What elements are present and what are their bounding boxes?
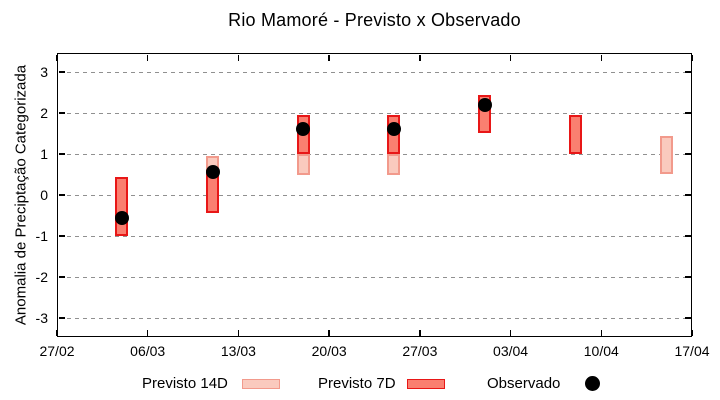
grid-line [59,317,690,319]
x-axis-tick-bottom [237,329,240,336]
y-axis-tick-right [684,317,691,319]
x-axis-tick-top [328,54,330,61]
grid-line [59,112,690,114]
x-tick-label: 03/04 [493,343,529,359]
x-axis-tick-top [509,54,512,61]
y-axis-tick-left [58,112,65,114]
previsto-7d-bar [115,176,129,236]
y-axis-tick-left [58,71,65,73]
x-tick-label: 06/03 [130,343,166,359]
y-tick-label: 2 [40,105,48,121]
y-tick-label: 1 [40,146,48,162]
observed-dot [477,97,492,112]
observed-dot [296,122,311,137]
previsto-7d-bar [568,115,582,154]
y-axis-tick-left [58,276,65,278]
x-axis-tick-bottom [509,329,512,336]
legend-label-previsto-7d: Previsto 7D [318,375,396,392]
grid-line [59,153,690,155]
x-axis-tick-top [600,54,603,61]
previsto-7d-key-icon [407,379,445,389]
x-tick-label: 20/03 [311,343,347,359]
x-axis-tick-bottom [600,329,603,336]
x-axis-tick-bottom [56,329,58,336]
x-axis-tick-top [146,54,149,61]
y-tick-label: -3 [35,310,48,326]
grid-line [59,235,690,237]
y-tick-label: 0 [40,187,48,203]
previsto-14d-bar [387,154,401,175]
observed-dot [114,210,129,225]
x-tick-label: 10/04 [583,343,619,359]
x-axis-tick-bottom [691,329,693,336]
y-axis-tick-right [684,235,691,237]
grid-line [59,71,690,73]
y-tick-label: -2 [35,269,48,285]
x-axis-tick-bottom [146,329,149,336]
chart-title: Rio Mamoré - Previsto x Observado [228,10,521,30]
observado-key-icon [585,376,600,391]
observed-dot [386,122,401,137]
y-axis-tick-right [684,153,691,155]
y-axis-tick-right [684,194,691,196]
y-tick-label: 3 [40,64,48,80]
y-axis-tick-right [684,276,691,278]
grid-line [59,194,690,196]
y-axis-tick-left [58,235,65,237]
y-axis-tick-right [684,112,691,114]
x-tick-label: 17/04 [674,343,710,359]
x-axis-tick-top [237,54,240,61]
x-axis-tick-bottom [419,329,421,336]
previsto-14d-key-icon [242,379,280,389]
y-axis-tick-right [684,71,691,73]
legend-label-previsto-14d: Previsto 14D [142,375,228,392]
observed-dot [205,165,220,180]
grid-line [59,276,690,278]
x-tick-label: 27/02 [39,343,75,359]
x-tick-label: 13/03 [220,343,256,359]
y-tick-label: -1 [35,228,48,244]
x-axis-tick-bottom [328,329,330,336]
x-axis-tick-top [56,54,58,61]
y-axis-tick-left [58,317,65,319]
y-axis-tick-left [58,153,65,155]
x-axis-tick-top [691,54,693,61]
y-axis-tick-left [58,194,65,196]
x-tick-label: 27/03 [402,343,438,359]
previsto-14d-bar [296,154,310,175]
x-axis-tick-top [419,54,421,61]
previsto-14d-bar [659,135,673,175]
legend-label-observado: Observado [487,375,561,392]
